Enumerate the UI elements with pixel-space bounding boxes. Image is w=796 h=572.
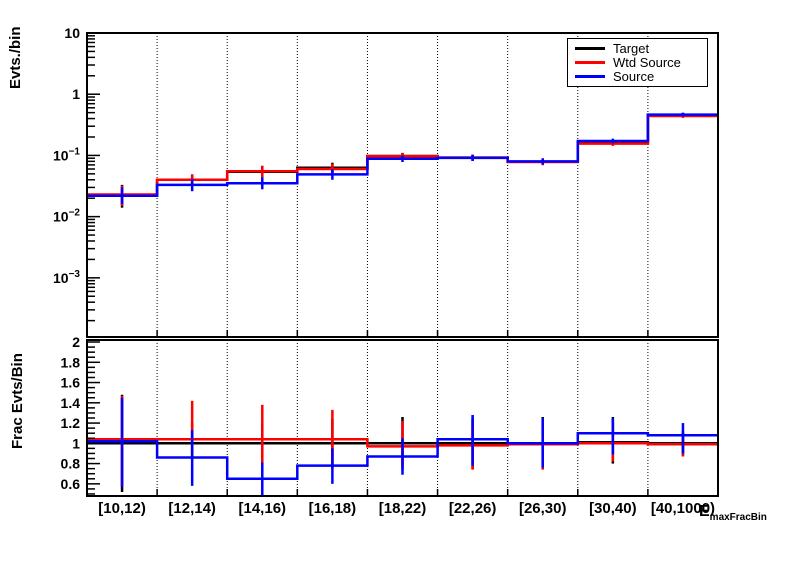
y-tick-label: 1.4 xyxy=(61,395,81,411)
step-line xyxy=(87,113,718,197)
x-axis-title: EmaxFracBin xyxy=(699,503,767,523)
step-line xyxy=(87,431,718,481)
x-bin-label: [16,18) xyxy=(309,500,357,517)
y-tick-label: 10−2 xyxy=(53,208,80,225)
legend-entry-wtd-source: Wtd Source xyxy=(575,56,707,69)
y-tick-label: 1.6 xyxy=(61,375,81,391)
y-tick-label: 0.8 xyxy=(61,456,81,472)
y-tick-label: 10−3 xyxy=(53,269,80,286)
bottom-frame xyxy=(86,339,719,497)
y-tick-label: 1.8 xyxy=(61,354,81,370)
x-bin-label: [30,40) xyxy=(589,500,637,517)
step-line xyxy=(87,114,718,196)
x-bin-label: [12,14) xyxy=(168,500,216,517)
top-panel-y-axis-title: Evts./bin xyxy=(7,26,24,89)
bottom-panel-y-axis-title: Frac Evts/Bin xyxy=(9,353,26,449)
bottom-series xyxy=(87,394,718,496)
legend-line-source-icon xyxy=(575,74,605,78)
y-tick-label: 10−1 xyxy=(53,146,80,163)
legend: Target Wtd Source Source xyxy=(567,38,708,87)
panel-bottom: 0.6 0.8 1 1.2 1.4 1.6 1.8 2 [10,12) [12,14) [14,16… xyxy=(61,334,719,517)
y-tick-label: 1 xyxy=(72,435,80,451)
y-tick-label: 2 xyxy=(72,334,80,350)
x-axis-title-subscript: maxFracBin xyxy=(709,512,767,524)
top-frame xyxy=(86,32,719,338)
legend-entry-source: Source xyxy=(575,70,707,83)
y-tick-label: 1.2 xyxy=(61,415,81,431)
top-series xyxy=(87,112,718,208)
legend-entry-target: Target xyxy=(575,42,707,55)
legend-line-target-icon xyxy=(575,47,605,51)
panel-top: 10 1 10−1 10−2 10−3 xyxy=(53,25,719,338)
legend-label-target: Target xyxy=(613,41,650,57)
top-series-source xyxy=(87,112,718,205)
legend-line-wtd-source-icon xyxy=(575,60,605,64)
legend-label-wtd-source: Wtd Source xyxy=(613,54,681,70)
x-bin-label: [26,30) xyxy=(519,500,567,517)
x-bin-label: [22,26) xyxy=(449,500,497,517)
x-bin-label: [40,1000) xyxy=(651,500,715,517)
x-bin-label: [18,22) xyxy=(379,500,427,517)
x-bin-label: [10,12) xyxy=(98,500,146,517)
y-tick-label: 10 xyxy=(64,25,80,41)
x-bin-label: [14,16) xyxy=(239,500,287,517)
y-tick-label: 0.6 xyxy=(61,476,81,492)
legend-label-source: Source xyxy=(613,68,655,84)
x-axis-title-main: E xyxy=(699,503,710,520)
bottom-series-source xyxy=(87,397,718,496)
y-tick-label: 1 xyxy=(72,86,80,102)
